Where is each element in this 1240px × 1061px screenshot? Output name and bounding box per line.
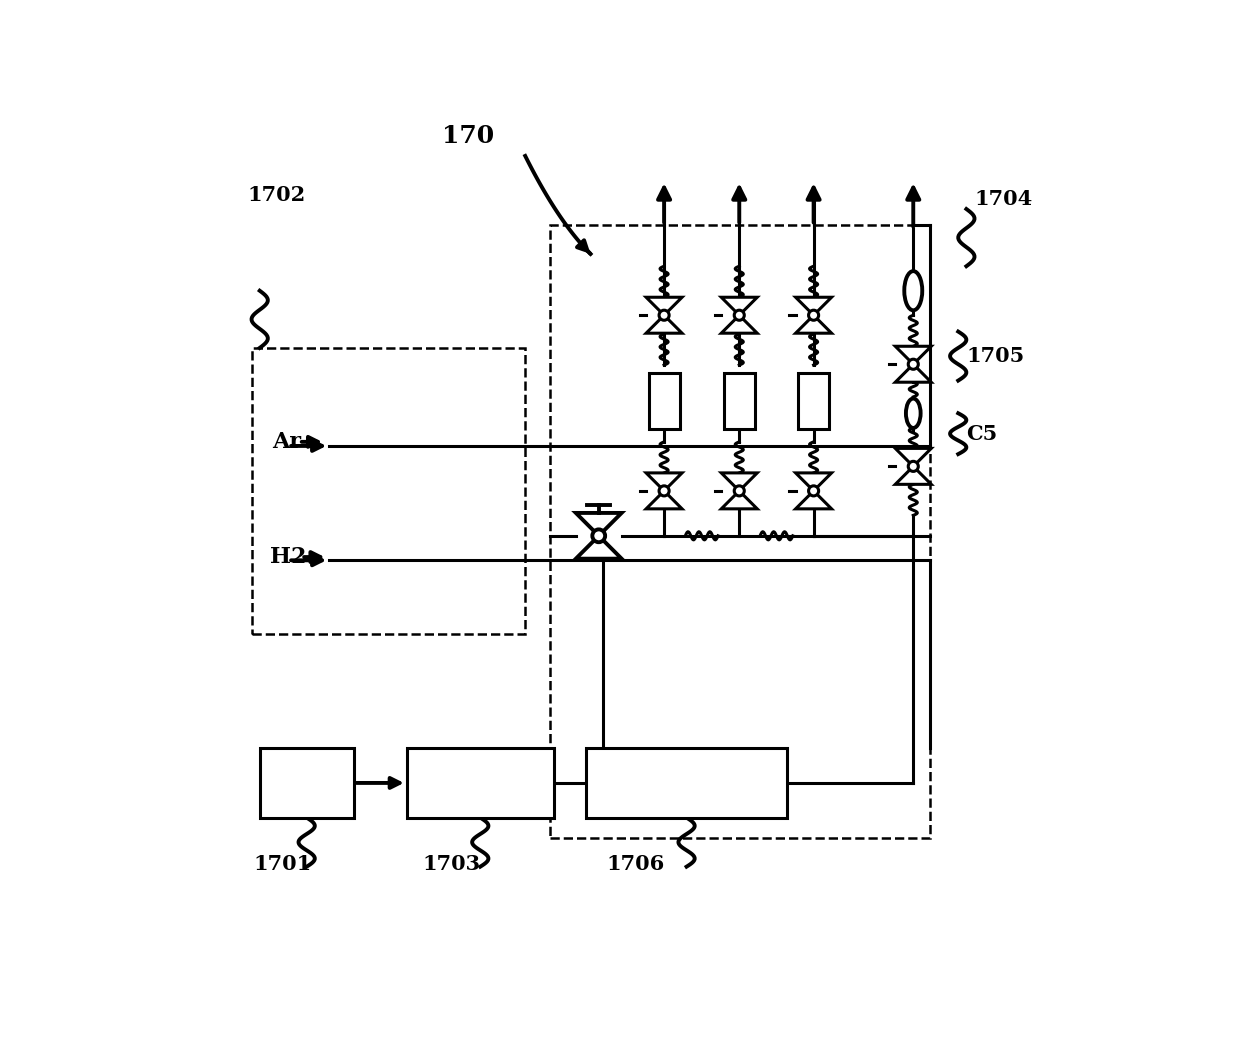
Bar bbox=[649, 373, 680, 429]
Polygon shape bbox=[722, 473, 758, 491]
Polygon shape bbox=[895, 449, 931, 467]
Bar bbox=[407, 748, 554, 818]
Bar bbox=[587, 748, 786, 818]
Polygon shape bbox=[796, 473, 832, 491]
Circle shape bbox=[593, 529, 605, 542]
Text: H2: H2 bbox=[270, 546, 306, 568]
Text: Ar: Ar bbox=[272, 431, 301, 453]
Polygon shape bbox=[722, 315, 758, 333]
Polygon shape bbox=[575, 512, 621, 536]
Ellipse shape bbox=[904, 272, 923, 310]
Circle shape bbox=[908, 462, 919, 471]
Polygon shape bbox=[895, 467, 931, 484]
Text: 1704: 1704 bbox=[975, 189, 1033, 209]
Bar bbox=[549, 225, 930, 838]
Circle shape bbox=[660, 310, 670, 320]
Bar bbox=[259, 748, 353, 818]
Polygon shape bbox=[646, 297, 682, 315]
Polygon shape bbox=[575, 536, 621, 559]
Polygon shape bbox=[796, 491, 832, 509]
Circle shape bbox=[660, 486, 670, 495]
Polygon shape bbox=[895, 364, 931, 382]
Text: 1706: 1706 bbox=[606, 854, 665, 874]
Text: 1702: 1702 bbox=[248, 185, 306, 205]
Bar bbox=[799, 373, 830, 429]
Circle shape bbox=[808, 310, 818, 320]
Polygon shape bbox=[646, 473, 682, 491]
Polygon shape bbox=[722, 297, 758, 315]
Ellipse shape bbox=[906, 399, 920, 428]
Text: C5: C5 bbox=[966, 423, 998, 443]
Text: 1705: 1705 bbox=[966, 346, 1024, 366]
Polygon shape bbox=[646, 315, 682, 333]
Circle shape bbox=[734, 310, 744, 320]
Bar bbox=[724, 373, 755, 429]
Polygon shape bbox=[895, 346, 931, 364]
Polygon shape bbox=[796, 315, 832, 333]
Circle shape bbox=[808, 486, 818, 495]
Polygon shape bbox=[646, 491, 682, 509]
Text: 1703: 1703 bbox=[423, 854, 481, 874]
Text: 1701: 1701 bbox=[253, 854, 311, 874]
Text: 170: 170 bbox=[441, 124, 494, 147]
Polygon shape bbox=[796, 297, 832, 315]
Circle shape bbox=[908, 360, 919, 369]
Circle shape bbox=[734, 486, 744, 495]
Polygon shape bbox=[722, 491, 758, 509]
Bar bbox=[252, 348, 526, 633]
